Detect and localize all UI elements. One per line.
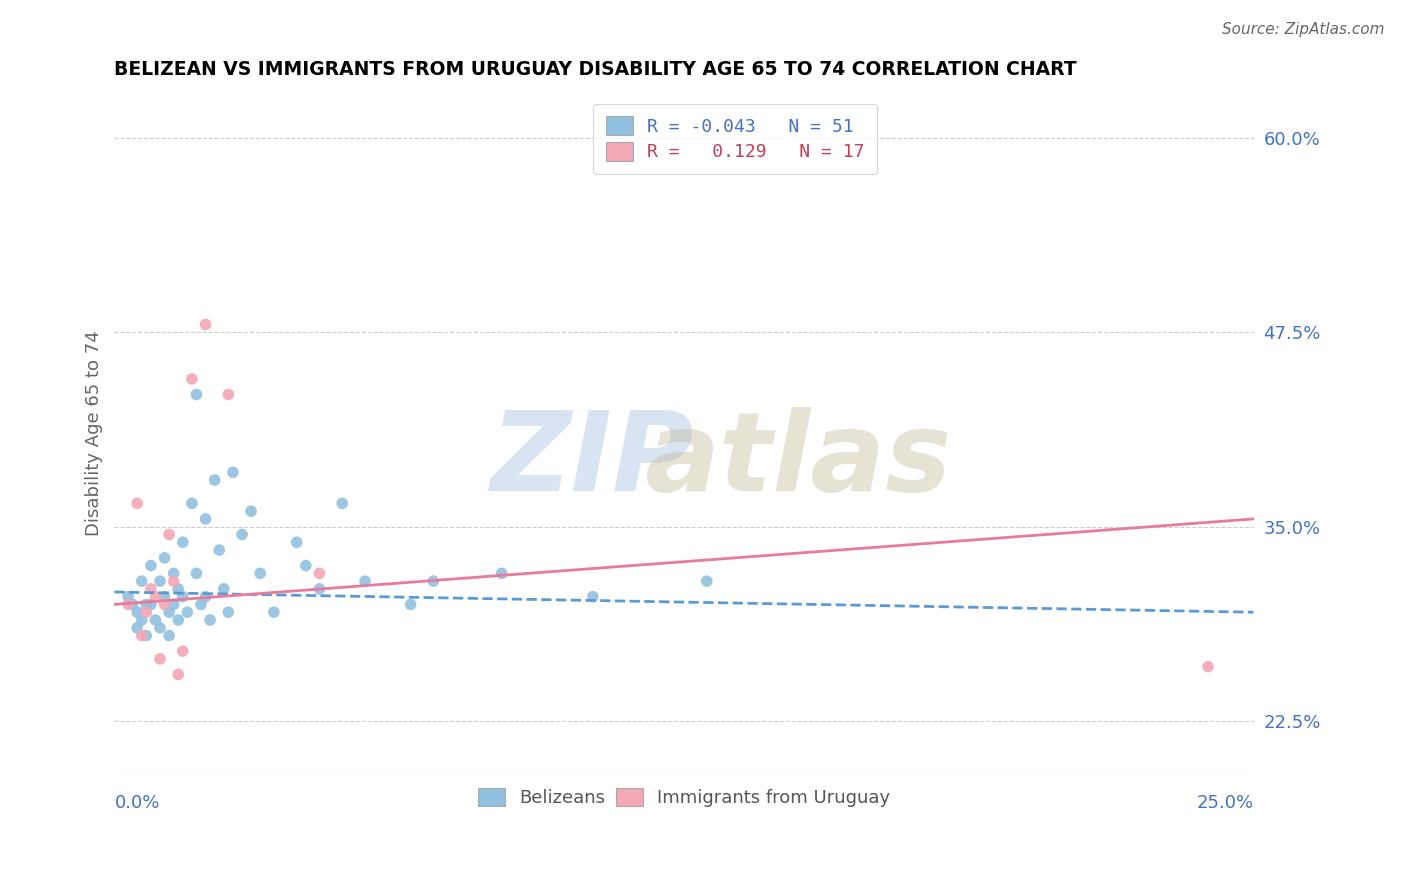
Point (135, 598, 157, 612)
Point (198, 613, 221, 627)
Point (180, 496, 202, 510)
Point (399, 598, 422, 612)
Point (285, 535, 308, 549)
Point (354, 574, 377, 588)
Point (240, 504, 263, 518)
Point (153, 590, 176, 604)
Point (180, 372, 202, 386)
Point (121, 598, 143, 612)
Point (1197, 659, 1219, 673)
Point (131, 629, 153, 643)
Legend: Belizeans, Immigrants from Uruguay: Belizeans, Immigrants from Uruguay (470, 780, 898, 814)
Point (117, 590, 139, 604)
Point (212, 582, 235, 596)
Point (131, 613, 153, 627)
Point (145, 590, 167, 604)
Point (294, 558, 316, 573)
Point (149, 652, 172, 666)
Point (153, 598, 176, 612)
Point (186, 566, 208, 581)
Point (222, 465, 245, 479)
Point (127, 605, 149, 619)
Point (139, 558, 162, 573)
Point (231, 527, 253, 541)
Point (190, 598, 212, 612)
Point (131, 574, 153, 588)
Point (249, 566, 271, 581)
Text: 0.0%: 0.0% (114, 794, 160, 813)
Point (167, 582, 190, 596)
Point (172, 644, 194, 658)
Point (330, 496, 353, 510)
Y-axis label: Disability Age 65 to 74: Disability Age 65 to 74 (86, 331, 103, 536)
Point (145, 613, 167, 627)
Point (208, 543, 231, 558)
Point (491, 566, 513, 581)
Point (194, 318, 217, 332)
Point (696, 574, 718, 588)
Point (217, 387, 239, 401)
Point (149, 574, 172, 588)
Point (422, 574, 444, 588)
Point (153, 550, 176, 565)
Point (157, 527, 180, 541)
Point (172, 590, 194, 604)
Point (186, 387, 208, 401)
Point (194, 512, 217, 526)
Point (217, 605, 239, 619)
Point (135, 629, 157, 643)
Point (117, 598, 139, 612)
Point (582, 590, 605, 604)
Point (167, 613, 190, 627)
Point (163, 566, 186, 581)
Point (308, 582, 330, 596)
Text: 25.0%: 25.0% (1197, 794, 1254, 813)
Point (127, 496, 149, 510)
Point (139, 598, 162, 612)
Point (135, 605, 157, 619)
Point (787, 776, 810, 790)
Point (163, 574, 186, 588)
Point (157, 629, 180, 643)
Text: ZIP: ZIP (491, 408, 695, 515)
Point (176, 605, 198, 619)
Point (194, 590, 217, 604)
Point (308, 566, 330, 581)
Point (167, 667, 190, 681)
Text: Source: ZipAtlas.com: Source: ZipAtlas.com (1222, 22, 1385, 37)
Point (127, 621, 149, 635)
Point (163, 598, 186, 612)
Point (149, 621, 172, 635)
Point (139, 582, 162, 596)
Point (172, 535, 194, 549)
Point (204, 473, 226, 487)
Text: atlas: atlas (644, 408, 952, 515)
Point (263, 605, 285, 619)
Text: BELIZEAN VS IMMIGRANTS FROM URUGUAY DISABILITY AGE 65 TO 74 CORRELATION CHART: BELIZEAN VS IMMIGRANTS FROM URUGUAY DISA… (114, 60, 1077, 78)
Point (157, 605, 180, 619)
